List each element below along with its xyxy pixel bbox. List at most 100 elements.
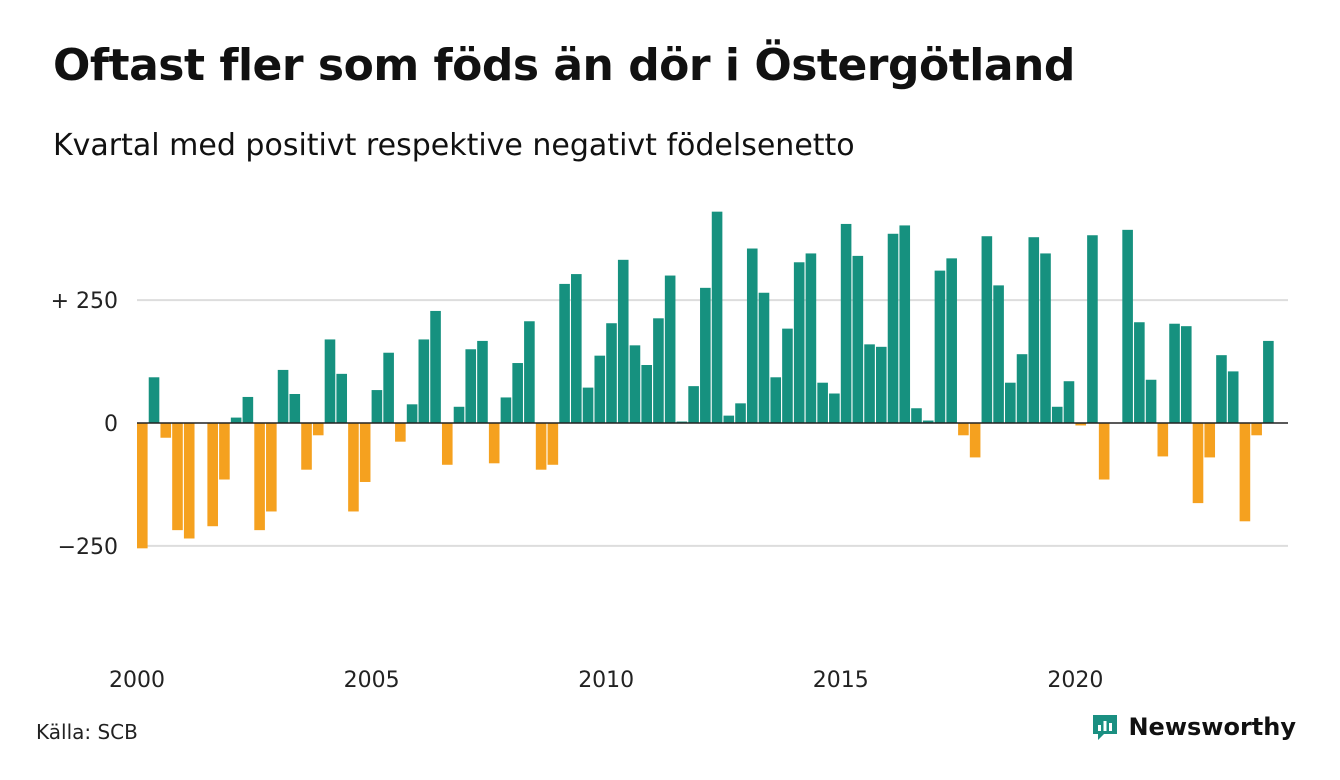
bar-positive [1028,237,1040,423]
bar-positive [336,373,348,423]
x-tick-label: 2000 [109,668,165,693]
bar-positive [852,255,864,423]
bar-positive [981,236,993,423]
newsworthy-logo-icon [1093,715,1118,740]
bar-negative [137,423,148,549]
bar-positive [1040,253,1051,423]
bar-positive [606,323,617,423]
brand-logo[interactable]: Newsworthy [1090,712,1296,742]
bar-positive [887,233,899,423]
bar-positive [594,355,606,423]
bar-negative [441,423,453,465]
bar-positive [911,408,922,423]
bar-negative [254,423,265,531]
bar-positive [242,396,254,423]
bar-positive [1180,326,1192,423]
bar-positive [993,285,1004,423]
chart-title: Oftast fler som föds än dör i Östergötla… [53,40,1075,91]
bar-positive [617,259,629,423]
bar-negative [266,423,277,512]
bar-positive [653,318,664,423]
bar-positive [277,369,289,423]
bar-negative [1251,423,1262,436]
bar-negative [1075,423,1086,426]
bar-negative [1098,423,1110,480]
bar-positive [500,397,512,423]
bar-positive [864,344,875,423]
bar-positive [711,211,723,423]
bar-negative [1192,423,1204,504]
y-tick-label: −250 [58,535,118,560]
bar-positive [1216,355,1227,423]
x-tick-label: 2010 [578,668,634,693]
bar-positive [512,363,523,423]
bar-negative [1204,423,1216,458]
bar-positive [817,382,828,423]
bar-negative [348,423,359,512]
bar-positive [453,406,465,423]
bar-negative [535,423,547,470]
bar-positive [1051,406,1063,423]
source-note: Källa: SCB [36,720,138,744]
bar-negative [1157,423,1169,457]
bar-positive [406,404,418,423]
bar-positive [770,377,782,423]
bar-positive [829,393,840,423]
bar-positive [688,386,699,423]
bar-negative [301,423,312,470]
bar-positive [418,339,430,423]
brand-name: Newsworthy [1128,713,1296,741]
bar-positive [793,262,805,423]
bars [137,211,1274,549]
bar-positive [559,283,570,423]
bar-positive [899,225,911,423]
y-axis-labels: + 250 0 −250 [51,289,118,560]
bar-positive [383,352,394,423]
chart-subtitle: Kvartal med positivt respektive negativt… [53,128,855,163]
bar-positive [1134,322,1145,423]
bar-positive [230,417,242,423]
x-axis-labels: 2000 2005 2010 2015 2020 [109,668,1103,693]
bar-positive [289,394,301,423]
bar-positive [371,390,383,423]
bar-positive [758,292,770,423]
bar-positive [582,387,594,423]
bar-positive [1145,379,1157,423]
bar-negative [958,423,969,436]
bar-positive [664,275,676,423]
bar-positive [746,248,758,423]
x-tick-label: 2020 [1047,668,1103,693]
y-tick-label: + 250 [51,289,118,314]
bar-negative [207,423,218,527]
bar-positive [840,223,852,423]
y-tick-label: 0 [104,412,118,437]
bar-negative [969,423,981,458]
bar-positive [571,274,582,423]
bar-positive [641,365,652,423]
bar-positive [1227,371,1239,423]
bar-negative [160,423,172,438]
bar-positive [723,415,735,423]
bar-positive [922,420,934,423]
bar-positive [430,310,441,423]
bar-negative [219,423,230,480]
bar-negative [172,423,183,531]
bar-positive [875,346,887,423]
bar-positive [1169,323,1180,423]
bar-negative [488,423,500,464]
bar-positive [1263,340,1274,423]
bar-positive [1005,382,1016,423]
bar-positive [700,287,711,423]
bar-positive [148,377,160,423]
bar-positive [1016,354,1028,423]
bar-negative [1239,423,1251,522]
bar-positive [629,345,641,423]
x-tick-label: 2015 [813,668,869,693]
bar-positive [465,349,477,423]
bar-negative [183,423,195,539]
bar-negative [359,423,371,482]
bar-positive [524,321,535,423]
bar-positive [782,328,793,423]
bar-positive [1087,235,1098,423]
